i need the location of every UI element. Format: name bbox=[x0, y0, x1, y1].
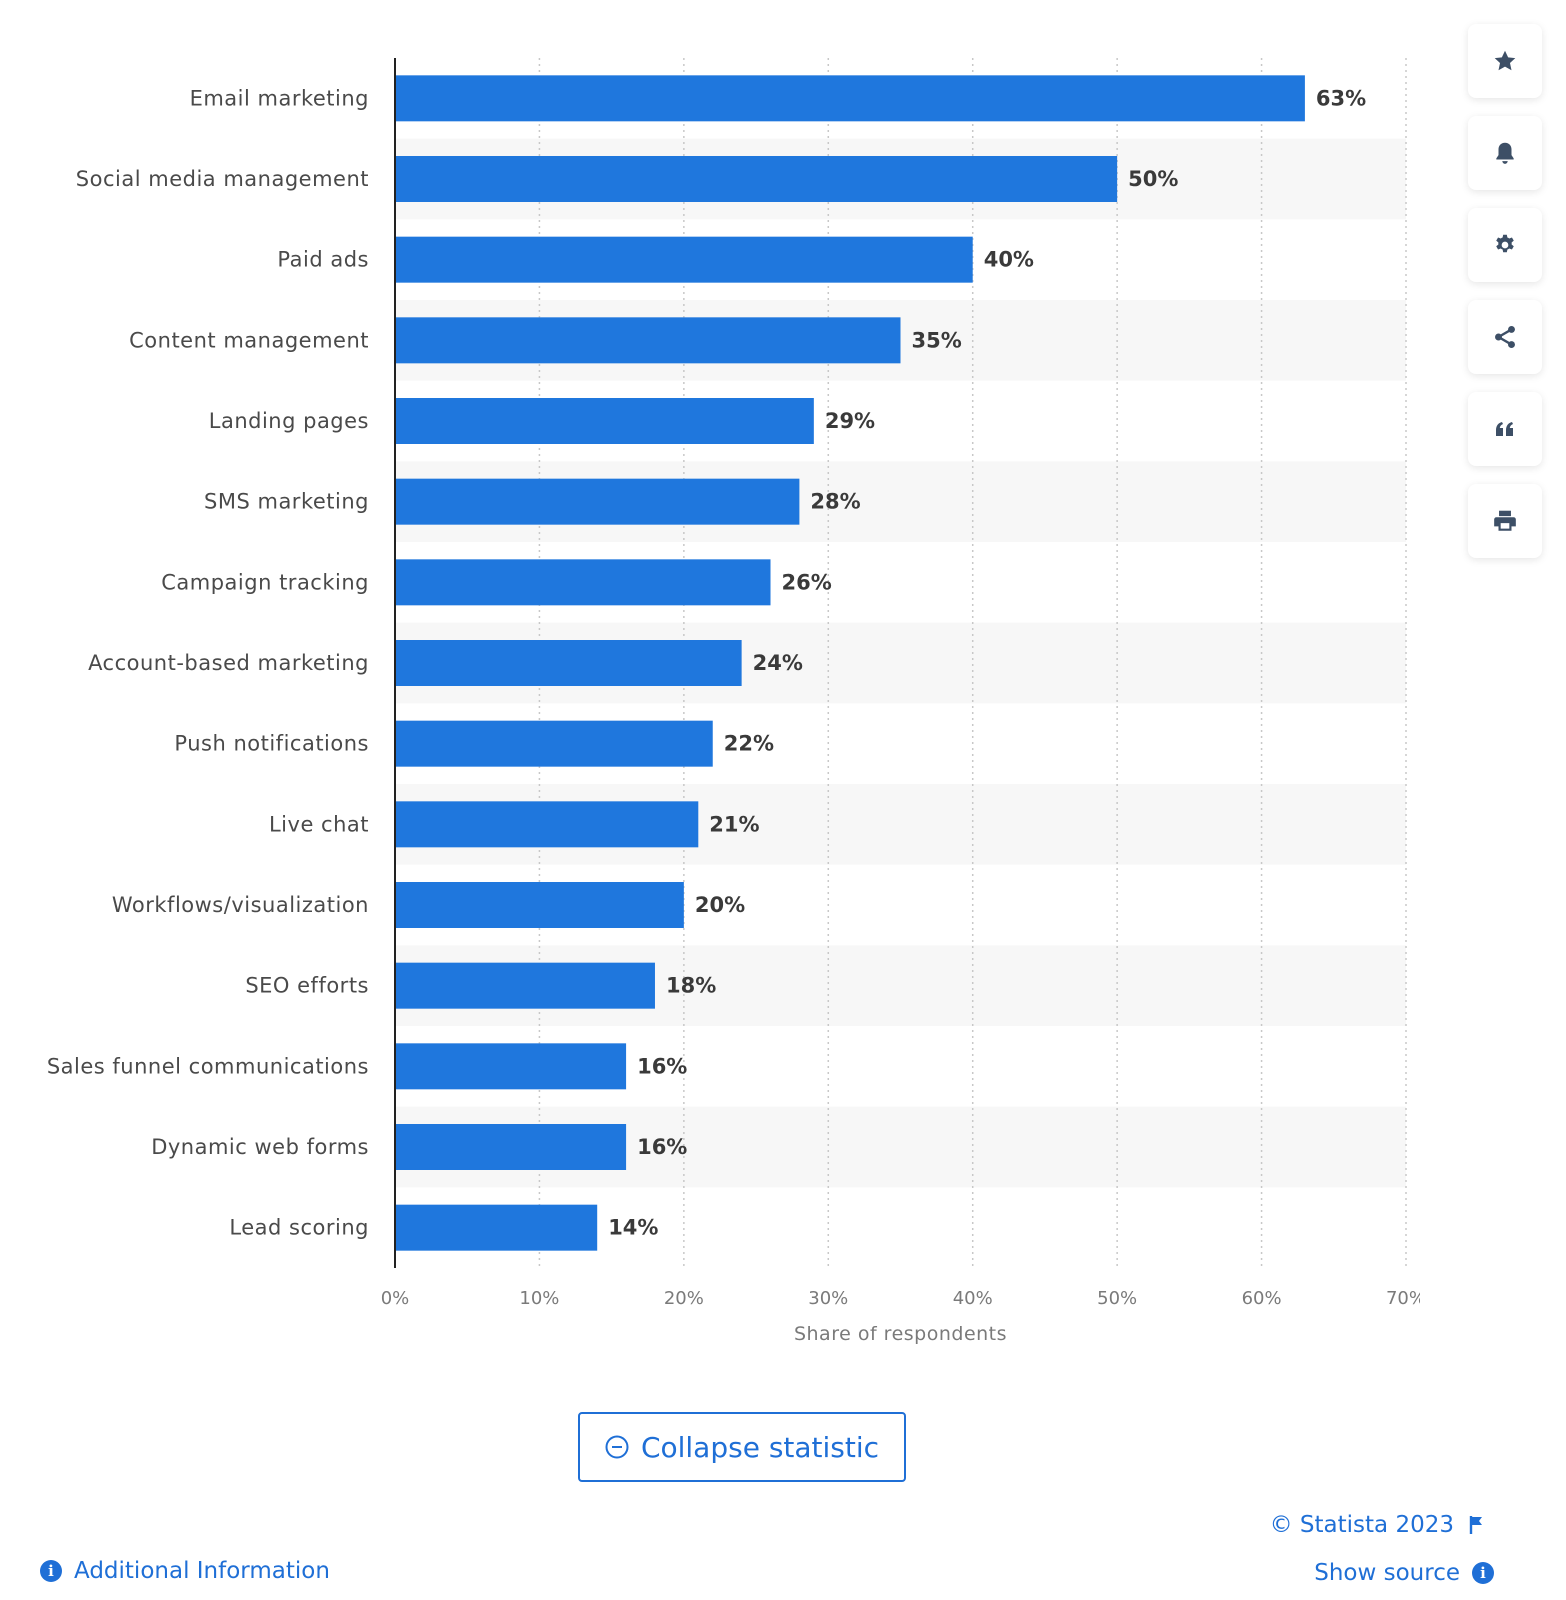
x-axis-title: Share of respondents bbox=[794, 1323, 1007, 1345]
value-label: 24% bbox=[753, 651, 803, 675]
bell-icon bbox=[1496, 142, 1514, 164]
bar[interactable] bbox=[395, 317, 901, 364]
category-label: Campaign tracking bbox=[161, 570, 369, 594]
value-label: 26% bbox=[782, 570, 832, 594]
collapse-statistic-button[interactable]: Collapse statistic bbox=[578, 1412, 906, 1482]
bar[interactable] bbox=[395, 478, 800, 525]
value-label: 40% bbox=[984, 248, 1034, 272]
bar[interactable] bbox=[395, 1204, 598, 1251]
flag-icon[interactable] bbox=[1468, 1515, 1486, 1535]
x-tick-label: 50% bbox=[1097, 1288, 1137, 1309]
quote-icon bbox=[1496, 422, 1513, 436]
category-label: Paid ads bbox=[277, 248, 369, 272]
bar[interactable] bbox=[395, 1043, 627, 1090]
value-label: 16% bbox=[637, 1054, 687, 1078]
bar[interactable] bbox=[395, 156, 1118, 202]
x-tick-label: 70% bbox=[1386, 1288, 1420, 1309]
category-label: SMS marketing bbox=[204, 490, 369, 514]
minus-circle-icon bbox=[605, 1435, 629, 1459]
value-label: 22% bbox=[724, 732, 774, 756]
value-label: 18% bbox=[666, 974, 716, 998]
notification-button[interactable] bbox=[1468, 116, 1542, 190]
bar[interactable] bbox=[395, 962, 655, 1009]
bar[interactable] bbox=[395, 236, 973, 283]
category-label: SEO efforts bbox=[245, 974, 369, 998]
share-icon bbox=[1495, 325, 1515, 349]
show-source-link[interactable]: Show source i bbox=[1314, 1560, 1494, 1586]
print-icon bbox=[1494, 510, 1516, 531]
collapse-statistic-label: Collapse statistic bbox=[640, 1430, 880, 1464]
show-source-text: Show source bbox=[1314, 1560, 1460, 1586]
category-label: Live chat bbox=[269, 812, 369, 836]
x-tick-labels: 0% 10% 20% 30% 40% 50% 60% 70% bbox=[381, 1288, 1420, 1309]
category-label: Content management bbox=[129, 328, 369, 352]
bar[interactable] bbox=[395, 882, 684, 928]
category-labels: Email marketing Social media management Pa… bbox=[47, 86, 369, 1239]
additional-information-text: Additional Information bbox=[74, 1558, 330, 1584]
copyright-text: © Statista 2023 bbox=[1269, 1512, 1454, 1538]
favorite-button[interactable] bbox=[1468, 24, 1542, 98]
category-label: Workflows/visualization bbox=[112, 893, 369, 917]
value-labels: 63% 50% 40% 35% 29% 28% 26% 24% 22% 21% 20% 18% 16% 1… bbox=[608, 86, 1366, 1239]
value-label: 28% bbox=[810, 490, 860, 514]
x-tick-label: 20% bbox=[664, 1288, 704, 1309]
category-label: Push notifications bbox=[174, 732, 369, 756]
bar[interactable] bbox=[395, 559, 771, 606]
category-label: Lead scoring bbox=[229, 1216, 369, 1240]
bars bbox=[395, 75, 1305, 1251]
x-tick-label: 60% bbox=[1242, 1288, 1282, 1309]
value-label: 35% bbox=[912, 328, 962, 352]
info-icon: i bbox=[40, 1560, 62, 1582]
cite-button[interactable] bbox=[1468, 392, 1542, 466]
value-label: 29% bbox=[825, 409, 875, 433]
bar[interactable] bbox=[395, 75, 1305, 122]
bar[interactable] bbox=[395, 398, 814, 444]
x-tick-label: 0% bbox=[381, 1288, 410, 1309]
category-label: Email marketing bbox=[190, 86, 369, 110]
category-label: Social media management bbox=[76, 167, 369, 191]
bar[interactable] bbox=[395, 640, 742, 686]
additional-information-link[interactable]: i Additional Information bbox=[40, 1558, 330, 1584]
bar[interactable] bbox=[395, 801, 699, 848]
star-icon bbox=[1494, 50, 1516, 71]
print-button[interactable] bbox=[1468, 484, 1542, 558]
category-label: Landing pages bbox=[209, 409, 369, 433]
settings-button[interactable] bbox=[1468, 208, 1542, 282]
x-tick-label: 10% bbox=[519, 1288, 559, 1309]
x-tick-label: 30% bbox=[808, 1288, 848, 1309]
category-label: Sales funnel communications bbox=[47, 1054, 369, 1078]
value-label: 20% bbox=[695, 893, 745, 917]
value-label: 14% bbox=[608, 1216, 658, 1240]
x-tick-label: 40% bbox=[953, 1288, 993, 1309]
gear-icon bbox=[1496, 234, 1514, 253]
bar[interactable] bbox=[395, 1124, 627, 1170]
value-label: 63% bbox=[1316, 86, 1366, 110]
info-icon: i bbox=[1472, 1562, 1494, 1584]
category-label: Account-based marketing bbox=[88, 651, 369, 675]
share-button[interactable] bbox=[1468, 300, 1542, 374]
copyright-notice: © Statista 2023 bbox=[1270, 1512, 1486, 1538]
value-label: 50% bbox=[1128, 167, 1178, 191]
value-label: 21% bbox=[709, 812, 759, 836]
bar[interactable] bbox=[395, 720, 713, 767]
value-label: 16% bbox=[637, 1135, 687, 1159]
bar-chart: Email marketing Social media management Pa… bbox=[47, 58, 1420, 1345]
category-label: Dynamic web forms bbox=[151, 1135, 369, 1159]
